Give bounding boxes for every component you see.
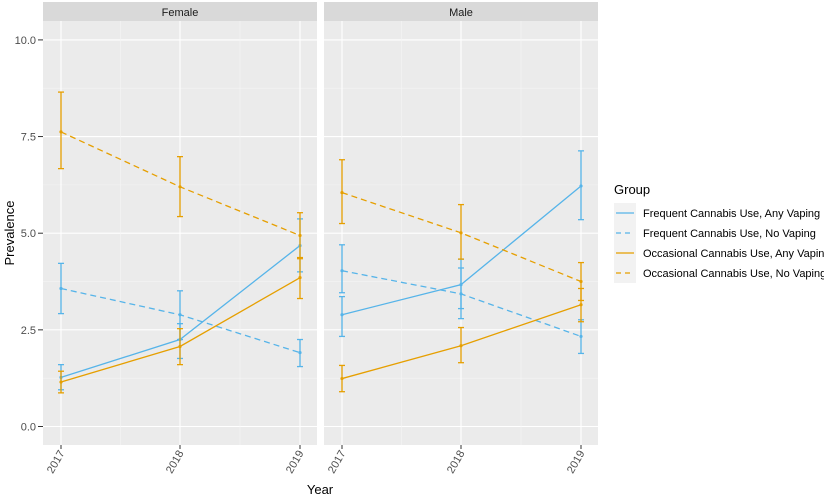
x-tick-label: 2019 — [565, 449, 588, 476]
x-tick-label: 2018 — [445, 449, 468, 476]
y-tick-label: 2.5 — [21, 325, 36, 337]
series-occasional-cannabis-use-any-vaping — [339, 287, 584, 393]
legend: Group Frequent Cannabis Use, Any Vaping F… — [614, 182, 824, 283]
error-bar — [339, 295, 345, 338]
data-point — [298, 233, 302, 238]
panel-male: Male 2017 2018 2019 — [324, 2, 598, 476]
facet-strip-label: Female — [162, 7, 199, 19]
legend-item: Frequent Cannabis Use, Any Vaping — [614, 203, 820, 223]
y-axis-title: Prevalence — [2, 200, 17, 265]
data-point — [59, 380, 63, 384]
x-tick-label: 2019 — [284, 449, 307, 476]
facet-strip — [324, 2, 598, 21]
x-tick-label: 2017 — [45, 449, 68, 476]
data-point — [340, 376, 344, 381]
data-point — [340, 269, 344, 273]
legend-item: Occasional Cannabis Use, Any Vaping — [614, 243, 824, 263]
data-point — [298, 351, 302, 355]
data-point — [459, 292, 463, 296]
x-axis-title: Year — [307, 482, 334, 497]
data-point — [340, 191, 344, 195]
data-point — [59, 130, 63, 134]
y-tick-label: 5.0 — [21, 228, 36, 240]
data-point — [579, 334, 583, 339]
y-tick-label: 7.5 — [21, 132, 36, 144]
series-occasional-cannabis-use-no-vaping — [339, 159, 584, 302]
series-occasional-cannabis-use-any-vaping — [58, 256, 303, 394]
legend-title: Group — [614, 182, 650, 197]
error-bar — [339, 244, 345, 294]
panel-female: Female 2017 2018 2019 — [43, 2, 317, 476]
legend-item: Occasional Cannabis Use, No Vaping — [614, 263, 824, 283]
data-point — [59, 286, 63, 291]
y-tick-label: 0.0 — [21, 422, 36, 434]
data-point — [178, 185, 182, 189]
data-point — [298, 276, 302, 280]
series-occasional-cannabis-use-no-vaping — [58, 91, 303, 260]
data-point — [340, 313, 344, 317]
legend-label: Frequent Cannabis Use, No Vaping — [643, 228, 816, 240]
facet-strip — [43, 2, 317, 21]
x-tick-label: 2017 — [326, 449, 349, 476]
data-point — [459, 231, 463, 235]
data-point — [579, 303, 583, 307]
error-bar — [458, 267, 464, 310]
x-tick-label: 2018 — [164, 449, 187, 476]
data-point — [178, 344, 182, 349]
data-point — [178, 313, 182, 317]
y-tick-label: 10.0 — [15, 35, 36, 47]
legend-label: Occasional Cannabis Use, Any Vaping — [643, 248, 824, 260]
legend-label: Occasional Cannabis Use, No Vaping — [643, 268, 824, 280]
facet-strip-label: Male — [449, 7, 473, 19]
data-point — [459, 344, 463, 348]
data-point — [579, 184, 583, 188]
legend-item: Frequent Cannabis Use, No Vaping — [614, 223, 816, 243]
data-point — [579, 279, 583, 284]
legend-label: Frequent Cannabis Use, Any Vaping — [643, 208, 820, 220]
series-frequent-cannabis-use-no-vaping — [339, 244, 584, 355]
